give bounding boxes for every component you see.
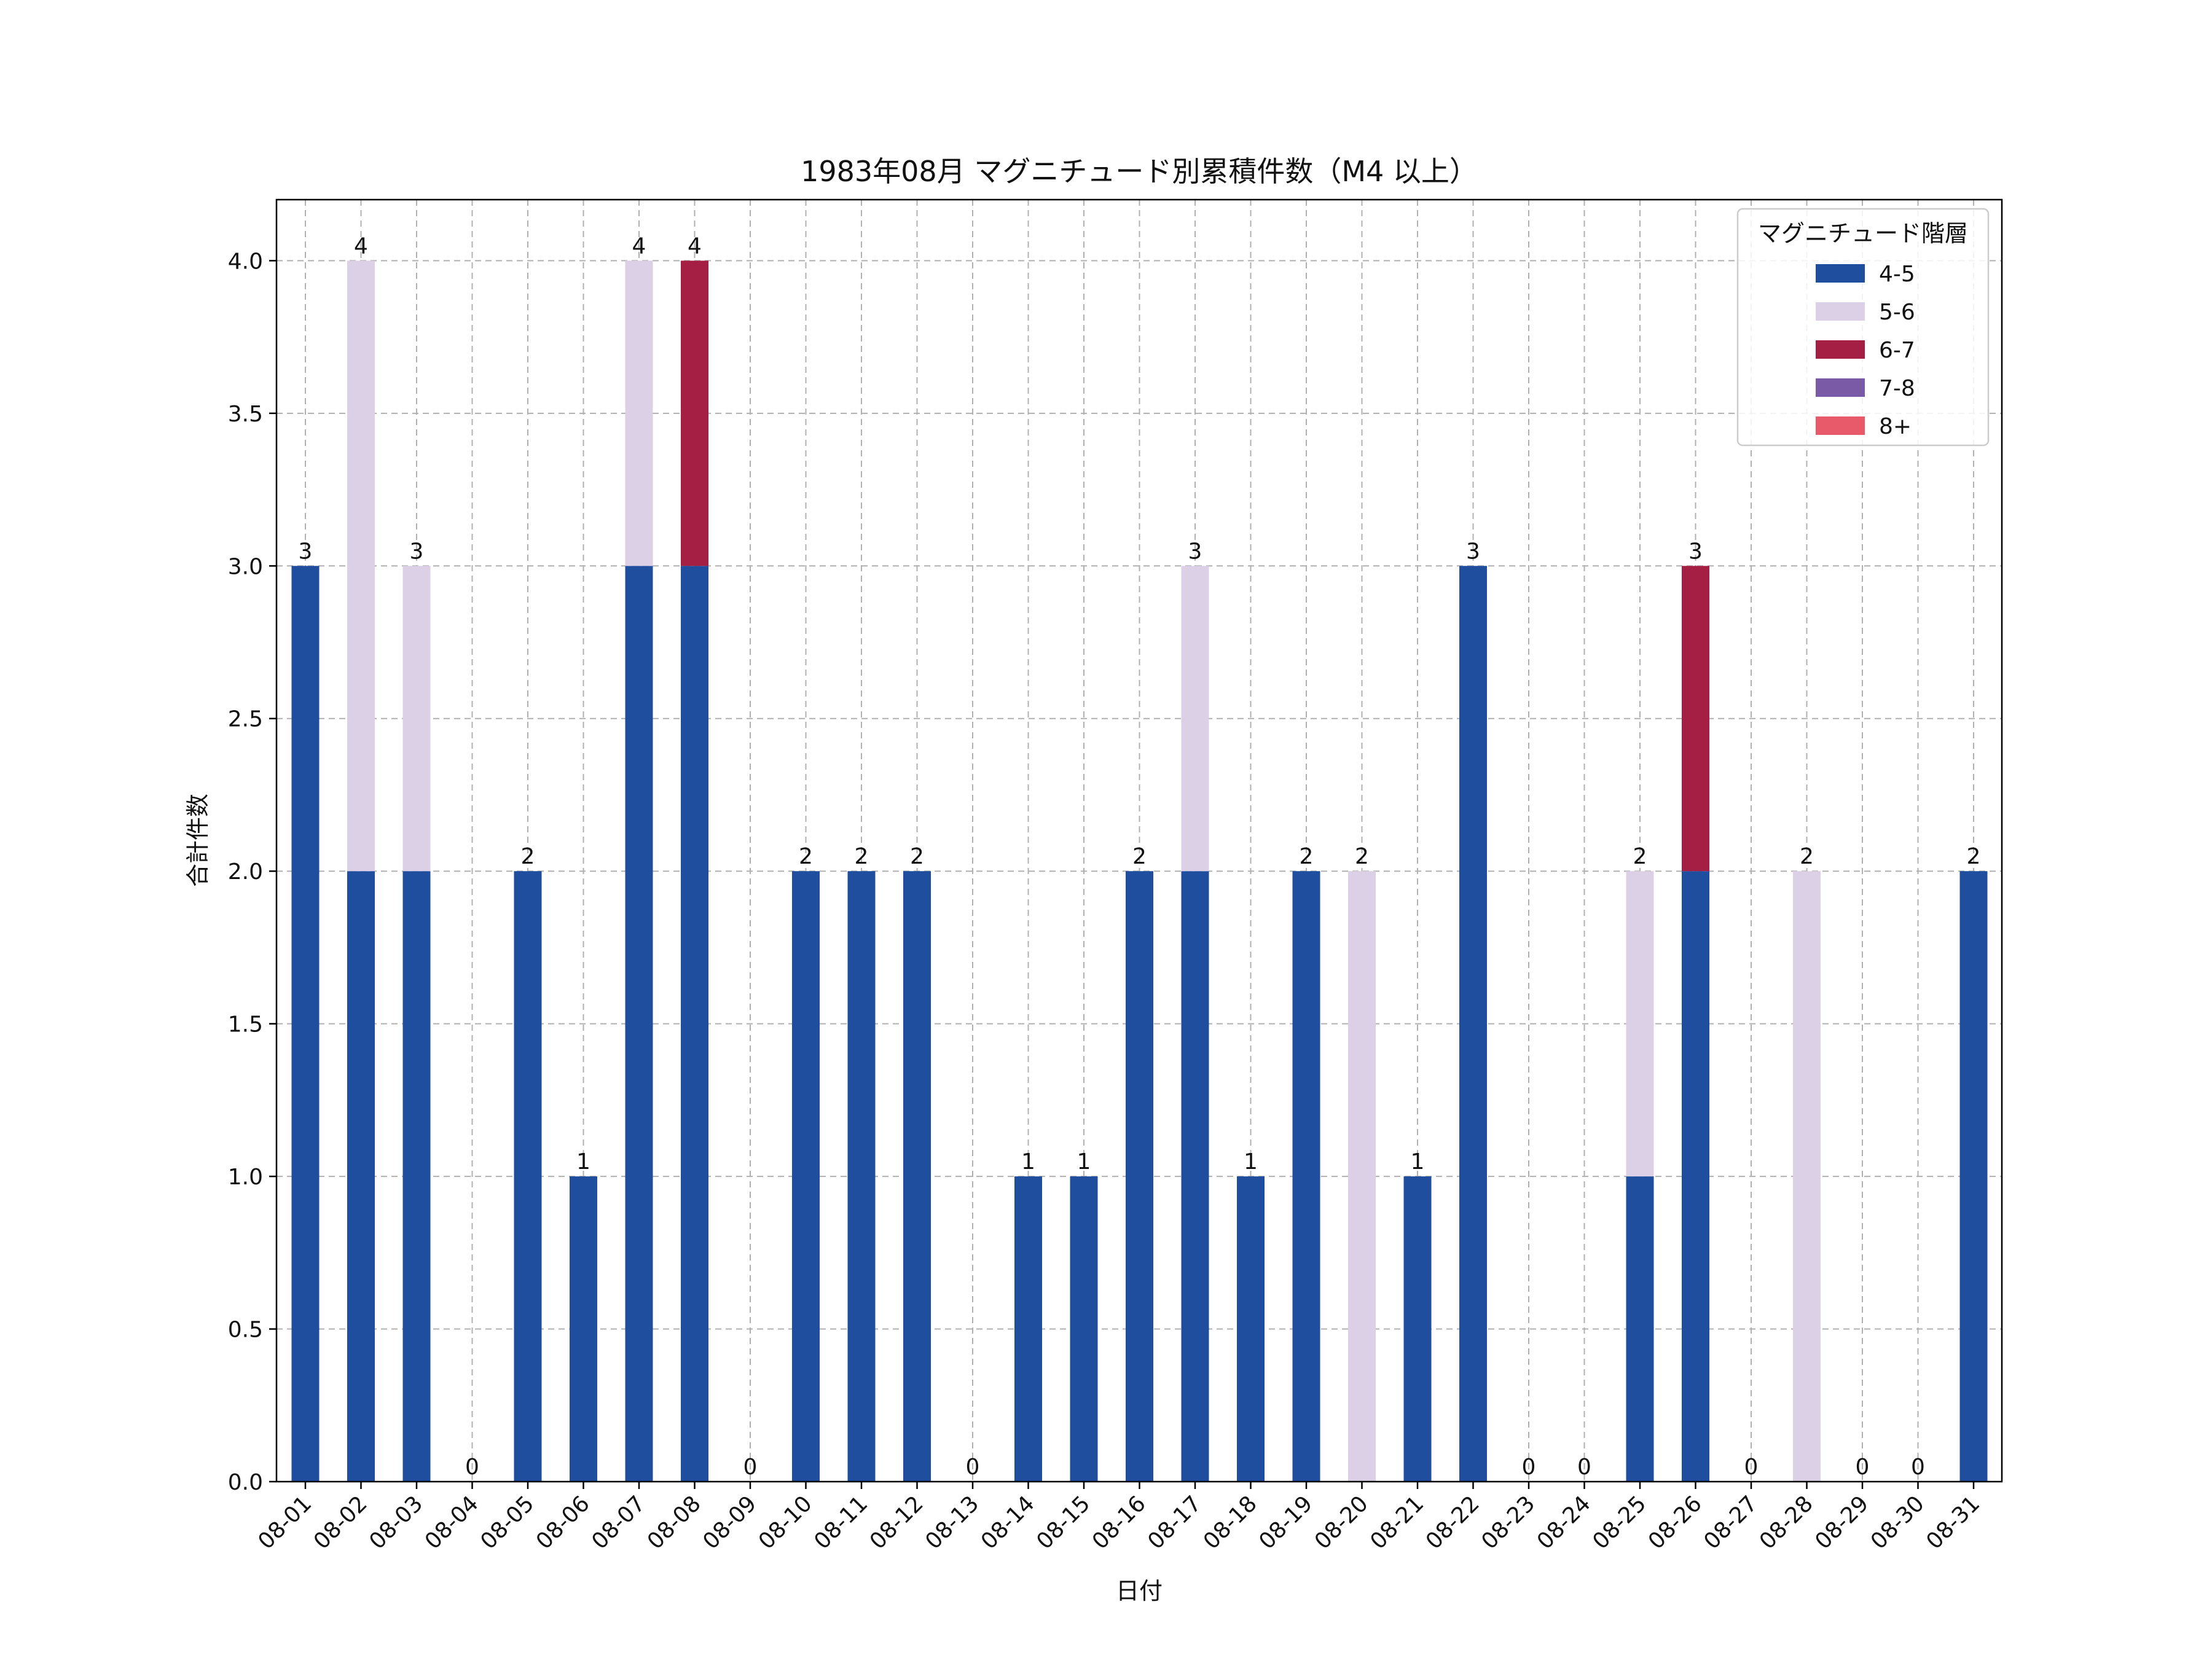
bar-total-label: 0 [743, 1455, 758, 1480]
bar-total-label: 2 [1355, 844, 1369, 869]
bar-segment-6-7 [681, 260, 708, 566]
bar-segment-4-5 [792, 871, 820, 1482]
bar-segment-4-5 [1014, 1176, 1042, 1482]
bar-segment-4-5 [1682, 871, 1709, 1482]
bar-segment-5-6 [402, 566, 431, 872]
bar-segment-4-5 [514, 871, 542, 1482]
y-tick-label: 0.5 [228, 1318, 263, 1343]
bar-segment-4-5 [1237, 1176, 1265, 1482]
bar-total-label: 4 [354, 233, 368, 259]
bar-total-label: 1 [1077, 1149, 1091, 1174]
y-tick-label: 3.5 [228, 402, 263, 427]
legend-swatch-6-7 [1816, 340, 1865, 359]
bar-segment-4-5 [291, 566, 320, 1482]
bar-total-label: 3 [299, 539, 313, 564]
bars [291, 260, 1988, 1482]
legend-items: 4-5 5-6 6-7 7-8 8+ [1816, 262, 1915, 439]
x-axis-label: 日付 [1116, 1577, 1163, 1604]
y-tick-label: 1.0 [228, 1165, 263, 1190]
bar-total-label: 2 [1300, 844, 1314, 869]
bar-total-label: 0 [1744, 1455, 1759, 1480]
legend-box [1736, 208, 1990, 447]
legend-swatch-4-5 [1816, 264, 1865, 283]
bar-segment-5-6 [1348, 871, 1376, 1482]
bar-total-label: 3 [410, 539, 424, 564]
bar-segment-4-5 [570, 1176, 597, 1482]
bar-total-label: 2 [1633, 844, 1647, 869]
bar-total-label: 2 [855, 844, 869, 869]
legend-label: 6-7 [1879, 338, 1915, 363]
bar-segment-5-6 [625, 260, 653, 566]
y-axis-label: 合計件数 [184, 794, 211, 887]
bar-total-labels: 3 4 3 0 2 1 4 4 0 2 2 2 0 1 1 2 3 1 2 2 1 3 0 0 2 3 0 2 0 0 2 [299, 233, 1981, 1480]
bar-total-label: 2 [1132, 844, 1147, 869]
bar-segment-5-6 [1793, 871, 1821, 1482]
bar-segment-5-6 [1181, 566, 1209, 872]
bar-segment-4-5 [903, 871, 931, 1482]
bar-total-label: 0 [1856, 1455, 1870, 1480]
bar-total-label: 3 [1466, 539, 1480, 564]
y-axis-ticks: 0.0 0.5 1.0 1.5 2.0 2.5 3.0 3.5 4.0 [228, 249, 276, 1495]
bar-total-label: 3 [1688, 539, 1703, 564]
y-tick-label: 2.0 [228, 859, 263, 885]
y-tick-label: 4.0 [228, 249, 263, 274]
bar-segment-4-5 [681, 566, 708, 1482]
bar-total-label: 2 [521, 844, 535, 869]
y-tick-label: 3.0 [228, 554, 263, 579]
bar-segment-5-6 [1626, 871, 1654, 1177]
bar-segment-4-5 [1959, 871, 1988, 1482]
legend: マグニチュード階層 4-5 5-6 6-7 7-8 8+ [1736, 208, 1990, 447]
chart-title: 1983年08月 マグニチュード別累積件数（M4 以上） [801, 155, 1478, 188]
legend-title: マグニチュード階層 [1758, 220, 1968, 247]
y-tick-label: 0.0 [228, 1470, 263, 1495]
bar-segment-4-5 [1403, 1176, 1432, 1482]
bar-segment-4-5 [1181, 871, 1209, 1482]
bar-segment-4-5 [1070, 1176, 1098, 1482]
bar-segment-4-5 [1126, 871, 1153, 1482]
bar-total-label: 0 [966, 1455, 980, 1480]
bar-total-label: 1 [1021, 1149, 1035, 1174]
bar-total-label: 2 [799, 844, 813, 869]
bar-segment-4-5 [847, 871, 876, 1482]
bar-total-label: 1 [576, 1149, 590, 1174]
bar-total-label: 1 [1411, 1149, 1425, 1174]
bar-total-label: 0 [1577, 1455, 1591, 1480]
bar-total-label: 4 [688, 233, 702, 259]
bar-total-label: 1 [1244, 1149, 1258, 1174]
legend-swatch-7-8 [1816, 378, 1865, 397]
bar-segment-6-7 [1682, 566, 1709, 872]
y-tick-label: 2.5 [228, 707, 263, 732]
bar-segment-4-5 [1292, 871, 1320, 1482]
y-tick-label: 1.5 [228, 1012, 263, 1038]
bar-total-label: 0 [1911, 1455, 1925, 1480]
bar-segment-4-5 [1626, 1176, 1654, 1482]
bar-segment-4-5 [625, 566, 653, 1482]
bar-total-label: 2 [910, 844, 924, 869]
legend-label: 5-6 [1879, 300, 1915, 325]
legend-label: 4-5 [1879, 262, 1915, 287]
bar-total-label: 4 [632, 233, 646, 259]
bar-total-label: 0 [1522, 1455, 1536, 1480]
bar-segment-5-6 [347, 260, 375, 872]
bar-segment-4-5 [1459, 566, 1487, 1482]
bar-total-label: 2 [1800, 844, 1814, 869]
bar-segment-4-5 [402, 871, 431, 1482]
bar-total-label: 3 [1188, 539, 1202, 564]
legend-label: 8+ [1879, 414, 1912, 439]
legend-swatch-8+ [1816, 416, 1865, 435]
bar-total-label: 2 [1967, 844, 1981, 869]
bar-segment-4-5 [347, 871, 375, 1482]
legend-label: 7-8 [1879, 376, 1915, 401]
legend-swatch-5-6 [1816, 302, 1865, 321]
bar-total-label: 0 [465, 1455, 479, 1480]
